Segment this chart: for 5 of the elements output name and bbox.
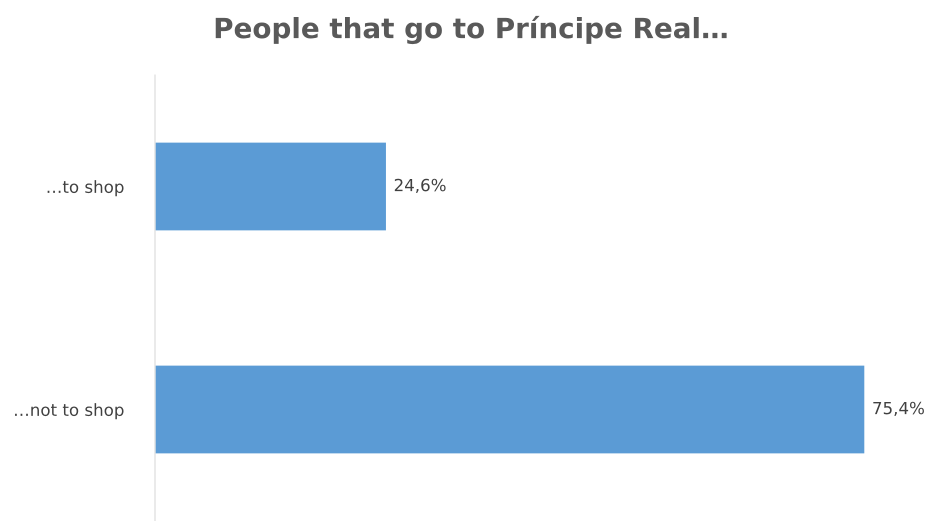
y-tick-label: …not to shop [15, 403, 124, 420]
data-label: 24,6% [394, 178, 446, 194]
y-tick-label: …to shop [48, 180, 124, 196]
data-label: 75,4% [873, 402, 924, 416]
chart-title: People that go to Príncipe Real… [216, 16, 727, 44]
